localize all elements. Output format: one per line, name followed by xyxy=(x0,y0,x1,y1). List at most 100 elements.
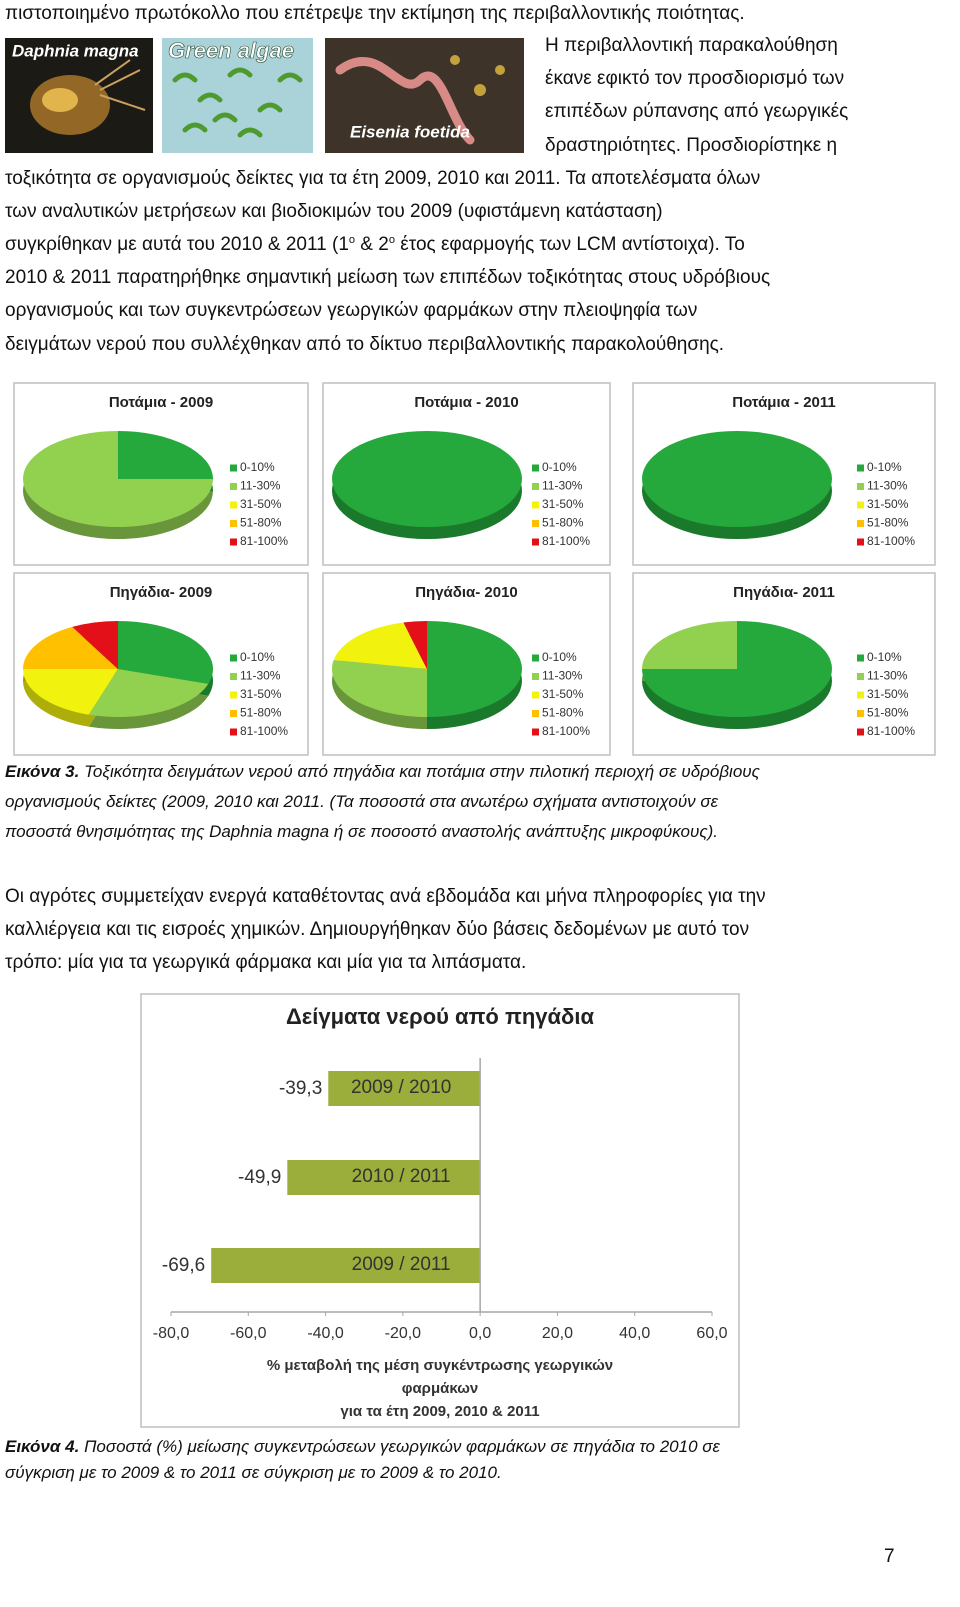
legend-label: 81-100% xyxy=(240,724,288,738)
chart-frame xyxy=(140,993,740,1428)
legend-label: 31-50% xyxy=(867,497,909,511)
legend-swatch xyxy=(230,483,237,490)
photo-daphnia xyxy=(5,38,153,153)
text-line: Η περιβαλλοντική παρακαλούθηση xyxy=(545,35,838,56)
legend-swatch xyxy=(532,728,539,736)
chart-title: Ποτάμια - 2011 xyxy=(732,394,836,411)
legend-label: 11-30% xyxy=(240,479,281,493)
text-line: συγκρίθηκαν με αυτά του 2010 & 2011 (1ο … xyxy=(5,233,745,257)
data-label: -69,6 xyxy=(162,1255,205,1276)
text-line: έκανε εφικτό τον προσδιορισμό των xyxy=(545,68,845,89)
superscript: ο xyxy=(388,234,395,246)
legend-label: 51-80% xyxy=(542,516,584,530)
legend-swatch xyxy=(532,654,539,662)
bar xyxy=(328,1071,481,1106)
pie-slice xyxy=(118,621,214,684)
chart-title: Πηγάδια- 2011 xyxy=(733,584,835,601)
legend-label: 0-10% xyxy=(542,460,577,474)
legend-label: 0-10% xyxy=(867,650,902,664)
legend-swatch xyxy=(532,464,539,472)
image-label: Green algae xyxy=(168,38,294,63)
x-tick-label: 40,0 xyxy=(619,1325,650,1342)
text-line: καλλιέργεια και τις εισροές χημικών. Δημ… xyxy=(5,919,750,940)
text-segment: συγκρίθηκαν με αυτά του 2010 & 2011 (1 xyxy=(5,234,349,255)
pie-slice xyxy=(333,622,427,669)
chart-title: Πηγάδια- 2009 xyxy=(110,584,213,601)
legend-label: 31-50% xyxy=(240,497,282,511)
legend-swatch xyxy=(857,464,864,472)
legend-swatch xyxy=(532,673,539,680)
data-label: -49,9 xyxy=(238,1167,281,1188)
legend-swatch xyxy=(857,654,864,662)
pie-slice xyxy=(88,669,209,717)
legend-label: 81-100% xyxy=(240,534,288,548)
legend-swatch xyxy=(230,464,237,472)
text-line: δραστηριότητες. Προσδιορίστηκε η xyxy=(545,135,838,156)
chart-title: Ποτάμια - 2009 xyxy=(109,394,213,411)
legend-label: 11-30% xyxy=(542,669,583,683)
legend-swatch xyxy=(857,538,864,546)
caption-text: σύγκριση με το 2009 & το 2011 σε σύγκρισ… xyxy=(5,1463,502,1482)
caption-line: ποσοστά θνησιμότητας της Daphnia magna ή… xyxy=(5,821,718,843)
image-label: Daphnia magna xyxy=(12,41,139,60)
pie-slice xyxy=(118,431,213,479)
caption-text: ποσοστά θνησιμότητας της Daphnia magna ή… xyxy=(5,822,719,841)
legend-swatch xyxy=(857,691,864,699)
caption-text: Τοξικότητα δειγμάτων νερού από πηγάδια κ… xyxy=(84,762,760,781)
chart-title: Πηγάδια- 2010 xyxy=(415,584,518,601)
x-tick-label: -80,0 xyxy=(153,1325,190,1342)
legend-label: 0-10% xyxy=(542,650,577,664)
text-line: πιστοποιημένο πρωτόκολλο που επέτρεψε τη… xyxy=(5,3,745,24)
legend-swatch xyxy=(857,520,864,527)
legend-label: 31-50% xyxy=(542,687,584,701)
legend-swatch xyxy=(230,710,237,717)
bar-category-label: 2009 / 2010 xyxy=(351,1077,451,1098)
legend-swatch xyxy=(532,710,539,717)
legend-swatch xyxy=(532,520,539,527)
pie-slice xyxy=(332,660,427,717)
legend-swatch xyxy=(230,728,237,736)
legend-label: 11-30% xyxy=(867,669,908,683)
chart-title: Δείγματα νερού από πηγάδια xyxy=(286,1004,594,1029)
legend-label: 81-100% xyxy=(867,534,915,548)
legend-swatch xyxy=(857,673,864,680)
caption-text: οργανισμούς δείκτες (2009, 2010 και 2011… xyxy=(5,792,719,811)
legend-label: 81-100% xyxy=(542,534,590,548)
legend-label: 51-80% xyxy=(867,706,909,720)
x-tick-label: -60,0 xyxy=(230,1325,267,1342)
photo-algae xyxy=(162,38,313,153)
text-line: τοξικότητα σε οργανισμούς δείκτες για τα… xyxy=(5,168,761,189)
legend-label: 11-30% xyxy=(240,669,281,683)
legend-swatch xyxy=(532,483,539,490)
legend-swatch xyxy=(532,501,539,509)
legend-swatch xyxy=(230,654,237,662)
caption-text: Ποσοστά (%) μείωσης συγκεντρώσεων γεωργι… xyxy=(84,1437,720,1456)
legend-label: 0-10% xyxy=(867,460,902,474)
legend-label: 51-80% xyxy=(867,516,909,530)
bar xyxy=(211,1248,481,1283)
caption-line: Εικόνα 4. Ποσοστά (%) μείωσης συγκεντρώσ… xyxy=(5,1436,720,1458)
superscript: ο xyxy=(348,234,356,246)
x-tick-label: -40,0 xyxy=(307,1325,344,1342)
pie-slice xyxy=(427,621,522,717)
photo-worms xyxy=(325,38,524,153)
legend-label: 0-10% xyxy=(240,460,275,474)
legend-label: 31-50% xyxy=(542,497,584,511)
legend-label: 11-30% xyxy=(542,479,583,493)
text-line: επιπέδων ρύπανσης από γεωργικές xyxy=(545,101,849,122)
x-tick-label: 0,0 xyxy=(469,1325,491,1342)
pie-slice xyxy=(23,626,118,669)
pie-slice xyxy=(332,431,522,527)
x-tick-label: 20,0 xyxy=(542,1325,573,1342)
data-label: -39,3 xyxy=(279,1078,322,1099)
bar-category-label: 2009 / 2011 xyxy=(352,1254,451,1275)
image-label: Eisenia foetida xyxy=(350,122,470,141)
text-line: Οι αγρότες συμμετείχαν ενεργά καταθέτοντ… xyxy=(5,886,766,907)
pie-slice xyxy=(72,621,118,669)
chart-title: Ποτάμια - 2010 xyxy=(414,394,518,411)
legend-label: 51-80% xyxy=(542,706,584,720)
legend-label: 11-30% xyxy=(867,479,908,493)
legend-swatch xyxy=(532,538,539,546)
